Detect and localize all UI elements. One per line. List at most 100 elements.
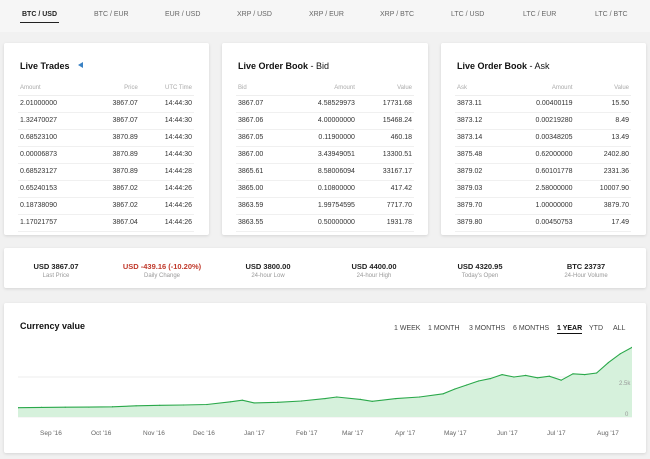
data-point	[418, 396, 421, 398]
x-tick-label: Jul '17	[547, 430, 566, 437]
table-row: 1.17021757 3867.04 14:44:26	[18, 214, 194, 232]
data-point	[501, 374, 503, 376]
x-tick-label: Jan '17	[244, 430, 265, 437]
data-point	[359, 398, 362, 400]
column-header: Amount	[504, 81, 575, 96]
order-book-title: Live Order Book	[238, 61, 309, 71]
table-cell: 0.00450753	[504, 214, 575, 232]
table-cell: 3873.11	[455, 95, 505, 113]
tab-ltc-usd[interactable]: LTC / USD	[451, 11, 485, 18]
table-cell: 0.00400119	[504, 95, 575, 113]
table-cell: 3863.59	[236, 197, 287, 215]
table-row: 3865.61 8.58006094 33167.17	[236, 163, 414, 181]
column-header: Value	[356, 81, 414, 96]
stat-item: USD 4320.95 Today's Open	[430, 262, 530, 279]
table-cell: 0.18738090	[18, 197, 90, 215]
range-button-3-months[interactable]: 3 MONTHS	[469, 325, 506, 332]
stat-label: Last Price	[42, 273, 70, 279]
tab-xrp-eur[interactable]: XRP / EUR	[309, 11, 344, 18]
data-point	[454, 388, 456, 390]
column-header: Value	[574, 81, 631, 96]
range-button-6-months[interactable]: 6 MONTHS	[513, 325, 550, 332]
table-cell: 3879.02	[455, 163, 505, 181]
table-cell: 3870.89	[89, 146, 140, 164]
stat-value: BTC 23737	[566, 262, 606, 271]
table-cell: 3863.55	[236, 214, 287, 232]
data-point	[513, 376, 515, 378]
tab-xrp-btc[interactable]: XRP / BTC	[380, 11, 415, 18]
table-cell: 0.62000000	[504, 146, 575, 164]
table-header-row: Bid Amount Value	[236, 81, 414, 96]
table-cell: 3873.12	[455, 112, 505, 130]
table-cell: 3867.07	[89, 112, 140, 130]
tab-eur-usd[interactable]: EUR / USD	[165, 11, 201, 18]
stat-item: USD 4400.00 24-hour High	[324, 262, 424, 279]
table-cell: 14:44:26	[139, 214, 194, 232]
x-tick-label: Aug '17	[597, 430, 619, 437]
play-icon[interactable]	[78, 62, 83, 68]
data-point	[442, 393, 444, 395]
table-cell: 0.65240153	[18, 180, 90, 198]
table-row: 1.32470027 3867.07 14:44:30	[18, 112, 194, 130]
table-cell: 3.43949051	[286, 146, 357, 164]
y-tick-label: 0	[625, 412, 629, 418]
table-cell: 13.49	[574, 129, 631, 147]
table-cell: 3873.14	[455, 129, 505, 147]
table-cell: 2.01000000	[18, 95, 90, 113]
table-row: 0.00006873 3870.89 14:44:30	[18, 146, 194, 164]
column-header: Amount	[286, 81, 357, 96]
stat-label: 24-Hour Volume	[564, 273, 608, 279]
table-cell: 15468.24	[356, 112, 414, 130]
data-point	[206, 403, 208, 406]
data-point	[111, 406, 114, 408]
tab-ltc-eur[interactable]: LTC / EUR	[523, 11, 557, 18]
stat-label: Daily Change	[143, 273, 181, 279]
table-row: 3873.11 0.00400119 15.50	[455, 95, 631, 113]
data-point	[395, 398, 397, 400]
table-row: 3867.06 4.00000000 15468.24	[236, 112, 414, 130]
range-button-1-week[interactable]: 1 WEEK	[394, 325, 421, 332]
column-header: Price	[89, 81, 140, 96]
table-row: 3875.48 0.62000000 2402.80	[455, 146, 631, 164]
order-book-ask-table: Ask Amount Value 3873.11 0.00400119 15.50 3…	[455, 81, 631, 232]
tab-btc-usd[interactable]: BTC / USD	[20, 11, 59, 23]
table-row: 3879.03 2.58000000 10007.90	[455, 180, 631, 198]
table-cell: 3865.00	[236, 180, 287, 198]
stat-value: USD -439.16 (-10.20%)	[122, 262, 202, 271]
tab-btc-eur[interactable]: BTC / EUR	[94, 11, 129, 18]
table-cell: 14:44:28	[139, 163, 194, 181]
range-button-1-year[interactable]: 1 YEAR	[557, 325, 583, 334]
data-point	[300, 400, 302, 402]
order-book-title: Live Order Book	[457, 61, 528, 71]
table-cell: 3865.61	[236, 163, 287, 181]
data-point	[489, 378, 491, 380]
data-point	[607, 362, 609, 364]
data-point	[525, 374, 527, 376]
table-cell: 0.00219280	[504, 112, 575, 130]
table-cell: 3875.48	[455, 146, 505, 164]
data-point	[88, 406, 90, 408]
data-point	[64, 406, 66, 408]
tab-xrp-usd[interactable]: XRP / USD	[237, 11, 272, 18]
range-button-all[interactable]: ALL	[613, 325, 626, 332]
table-cell: 14:44:30	[139, 112, 194, 130]
table-cell: 3867.02	[89, 180, 140, 198]
table-cell: 7717.70	[356, 197, 414, 215]
table-cell: 2331.36	[574, 163, 631, 181]
table-cell: 14:44:30	[139, 95, 194, 113]
column-header: UTC Time	[139, 81, 194, 96]
table-cell: 3879.70	[455, 197, 505, 215]
range-button-1-month[interactable]: 1 MONTH	[428, 325, 460, 332]
currency-pair-tabs: BTC / USD BTC / EUR EUR / USD XRP / USD XRP …	[0, 0, 650, 32]
x-tick-label: Oct '16	[91, 430, 112, 437]
range-button-ytd[interactable]: YTD	[589, 325, 603, 332]
order-book-ask-title: Live Order Book - Ask	[457, 61, 550, 71]
table-cell: 17731.68	[356, 95, 414, 113]
tab-ltc-btc[interactable]: LTC / BTC	[595, 11, 628, 18]
stat-item: USD -439.16 (-10.20%) Daily Change	[112, 262, 212, 279]
table-cell: 1.17021757	[18, 214, 90, 232]
stat-item: BTC 23737 24-Hour Volume	[536, 262, 636, 279]
table-row: 2.01000000 3867.07 14:44:30	[18, 95, 194, 113]
table-row: 0.68523127 3870.89 14:44:28	[18, 163, 194, 181]
order-book-subtitle: - Ask	[529, 61, 550, 71]
